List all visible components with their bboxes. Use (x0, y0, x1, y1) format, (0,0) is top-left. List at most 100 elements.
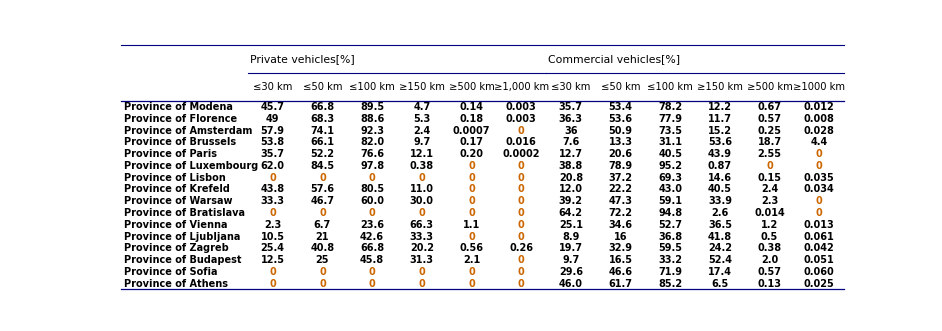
Text: 0: 0 (518, 255, 525, 265)
Text: 16: 16 (614, 231, 627, 242)
Text: 37.2: 37.2 (609, 173, 632, 183)
Text: 25.1: 25.1 (559, 220, 583, 230)
Text: ≤100 km: ≤100 km (647, 82, 693, 92)
Text: 57.6: 57.6 (311, 184, 334, 194)
Text: 35.7: 35.7 (261, 149, 284, 159)
Text: 0.18: 0.18 (460, 114, 483, 124)
Text: 0.15: 0.15 (757, 173, 782, 183)
Text: 45.7: 45.7 (261, 102, 284, 112)
Text: 59.5: 59.5 (658, 243, 682, 253)
Text: 0: 0 (468, 267, 475, 277)
Text: 0: 0 (319, 173, 326, 183)
Text: 0: 0 (468, 173, 475, 183)
Text: 0.38: 0.38 (410, 161, 434, 171)
Text: 74.1: 74.1 (311, 125, 334, 135)
Text: 0.034: 0.034 (804, 184, 835, 194)
Text: 11.0: 11.0 (410, 184, 434, 194)
Text: 0: 0 (418, 267, 425, 277)
Text: 46.0: 46.0 (559, 279, 583, 289)
Text: 71.9: 71.9 (658, 267, 682, 277)
Text: 0: 0 (518, 231, 525, 242)
Text: 31.1: 31.1 (658, 137, 682, 147)
Text: Province of Athens: Province of Athens (124, 279, 228, 289)
Text: 6.5: 6.5 (711, 279, 728, 289)
Text: 0: 0 (468, 184, 475, 194)
Text: 46.7: 46.7 (311, 196, 334, 206)
Text: 60.0: 60.0 (360, 196, 384, 206)
Text: 2.55: 2.55 (757, 149, 782, 159)
Text: ≥150 km: ≥150 km (398, 82, 445, 92)
Text: 2.4: 2.4 (761, 184, 778, 194)
Text: 89.5: 89.5 (360, 102, 384, 112)
Text: ≤50 km: ≤50 km (601, 82, 641, 92)
Text: 53.8: 53.8 (261, 137, 284, 147)
Text: 40.8: 40.8 (310, 243, 334, 253)
Text: 43.9: 43.9 (708, 149, 732, 159)
Text: 77.9: 77.9 (658, 114, 682, 124)
Text: 14.6: 14.6 (708, 173, 732, 183)
Text: 84.5: 84.5 (310, 161, 334, 171)
Text: Province of Ljubljana: Province of Ljubljana (124, 231, 241, 242)
Text: ≤100 km: ≤100 km (349, 82, 395, 92)
Text: 41.8: 41.8 (707, 231, 732, 242)
Text: 0: 0 (468, 196, 475, 206)
Text: 2.0: 2.0 (761, 255, 778, 265)
Text: 0: 0 (468, 279, 475, 289)
Text: 31.3: 31.3 (410, 255, 434, 265)
Text: 49: 49 (266, 114, 280, 124)
Text: ≤30 km: ≤30 km (253, 82, 292, 92)
Text: 36: 36 (564, 125, 577, 135)
Text: 43.0: 43.0 (658, 184, 682, 194)
Text: 0.016: 0.016 (506, 137, 537, 147)
Text: 69.3: 69.3 (658, 173, 682, 183)
Text: Province of Warsaw: Province of Warsaw (124, 196, 233, 206)
Text: Province of Budapest: Province of Budapest (124, 255, 242, 265)
Text: 8.9: 8.9 (562, 231, 579, 242)
Text: 0: 0 (269, 279, 276, 289)
Text: Province of Krefeld: Province of Krefeld (124, 184, 230, 194)
Text: 50.9: 50.9 (609, 125, 632, 135)
Text: 34.6: 34.6 (609, 220, 632, 230)
Text: Province of Lisbon: Province of Lisbon (124, 173, 226, 183)
Text: 2.1: 2.1 (463, 255, 480, 265)
Text: 94.8: 94.8 (658, 208, 682, 218)
Text: 0.57: 0.57 (757, 267, 782, 277)
Text: 80.5: 80.5 (360, 184, 384, 194)
Text: 0.87: 0.87 (707, 161, 732, 171)
Text: 0: 0 (816, 161, 822, 171)
Text: 22.2: 22.2 (609, 184, 632, 194)
Text: 0.042: 0.042 (804, 243, 835, 253)
Text: 5.3: 5.3 (414, 114, 430, 124)
Text: 0.028: 0.028 (804, 125, 835, 135)
Text: 2.3: 2.3 (761, 196, 778, 206)
Text: Private vehicles[%]: Private vehicles[%] (250, 54, 355, 64)
Text: Province of Luxembourg: Province of Luxembourg (124, 161, 258, 171)
Text: 0: 0 (518, 173, 525, 183)
Text: 0.14: 0.14 (460, 102, 483, 112)
Text: 52.4: 52.4 (708, 255, 732, 265)
Text: 9.7: 9.7 (562, 255, 579, 265)
Text: 0.003: 0.003 (506, 114, 537, 124)
Text: 20.6: 20.6 (609, 149, 632, 159)
Text: 72.2: 72.2 (609, 208, 632, 218)
Text: ≤30 km: ≤30 km (551, 82, 591, 92)
Text: ≥1000 km: ≥1000 km (793, 82, 845, 92)
Text: Province of Vienna: Province of Vienna (124, 220, 228, 230)
Text: 0.035: 0.035 (804, 173, 835, 183)
Text: 11.7: 11.7 (708, 114, 732, 124)
Text: 0: 0 (368, 208, 376, 218)
Text: 52.7: 52.7 (658, 220, 682, 230)
Text: 53.6: 53.6 (708, 137, 732, 147)
Text: 66.3: 66.3 (410, 220, 434, 230)
Text: 15.2: 15.2 (708, 125, 732, 135)
Text: 0.003: 0.003 (506, 102, 537, 112)
Text: 12.7: 12.7 (559, 149, 583, 159)
Text: 78.9: 78.9 (609, 161, 633, 171)
Text: 0: 0 (518, 279, 525, 289)
Text: 46.6: 46.6 (609, 267, 632, 277)
Text: 0: 0 (319, 267, 326, 277)
Text: 76.6: 76.6 (360, 149, 384, 159)
Text: 43.8: 43.8 (261, 184, 284, 194)
Text: 12.1: 12.1 (410, 149, 434, 159)
Text: Province of Bratislava: Province of Bratislava (124, 208, 245, 218)
